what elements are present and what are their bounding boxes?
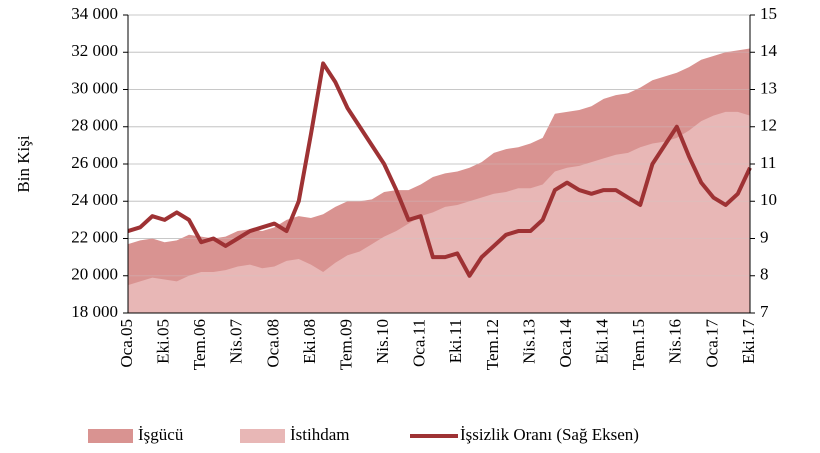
y-axis-title: Bin Kişi — [14, 135, 33, 192]
x-tick-label: Tem.09 — [336, 319, 355, 370]
legend-label: İşgücü — [138, 425, 184, 444]
x-tick-label: Oca.17 — [702, 319, 721, 368]
y2-tick-label: 9 — [760, 227, 769, 246]
y2-tick-label: 8 — [760, 265, 769, 284]
x-tick-label: Oca.11 — [410, 319, 429, 367]
x-tick-label: Nis.13 — [519, 319, 538, 364]
legend-swatch — [88, 429, 133, 443]
line — [127, 61, 752, 278]
x-tick-label: Eki.17 — [739, 319, 758, 364]
y-tick-label: 18 000 — [71, 302, 118, 321]
y2-tick-label: 12 — [760, 116, 777, 135]
x-tick-label: Oca.05 — [117, 319, 136, 368]
x-tick-label: Tem.15 — [629, 319, 648, 370]
legend-label: İşsizlik Oranı (Sağ Eksen) — [460, 425, 639, 444]
legend-swatch — [240, 429, 285, 443]
y-tick-label: 32 000 — [71, 41, 118, 60]
x-tick-label: Oca.08 — [263, 319, 282, 368]
y-tick-label: 20 000 — [71, 265, 118, 284]
x-tick-label: Oca.14 — [556, 319, 575, 368]
x-tick-label: Eki.05 — [153, 319, 172, 364]
y2-tick-label: 10 — [760, 190, 777, 209]
x-tick-label: Tem.06 — [190, 319, 209, 370]
y-tick-label: 22 000 — [71, 227, 118, 246]
y-tick-label: 34 000 — [71, 4, 118, 23]
y-tick-label: 28 000 — [71, 116, 118, 135]
x-tick-label: Nis.10 — [373, 319, 392, 364]
y2-tick-label: 15 — [760, 4, 777, 23]
y2-tick-label: 13 — [760, 78, 777, 97]
area — [128, 111, 750, 313]
x-tick-label: Eki.08 — [300, 319, 319, 364]
y2-tick-label: 7 — [760, 302, 769, 321]
legend-label: İstihdam — [290, 425, 350, 444]
y-tick-label: 30 000 — [71, 78, 118, 97]
y2-tick-label: 11 — [760, 153, 776, 172]
y2-tick-label: 14 — [760, 41, 778, 60]
x-tick-label: Eki.14 — [593, 319, 612, 364]
y-tick-label: 26 000 — [71, 153, 118, 172]
y-tick-label: 24 000 — [71, 190, 118, 209]
x-tick-label: Nis.16 — [666, 319, 685, 364]
x-tick-label: Tem.12 — [483, 319, 502, 370]
x-tick-label: Eki.11 — [446, 319, 465, 363]
x-tick-label: Nis.07 — [227, 319, 246, 364]
